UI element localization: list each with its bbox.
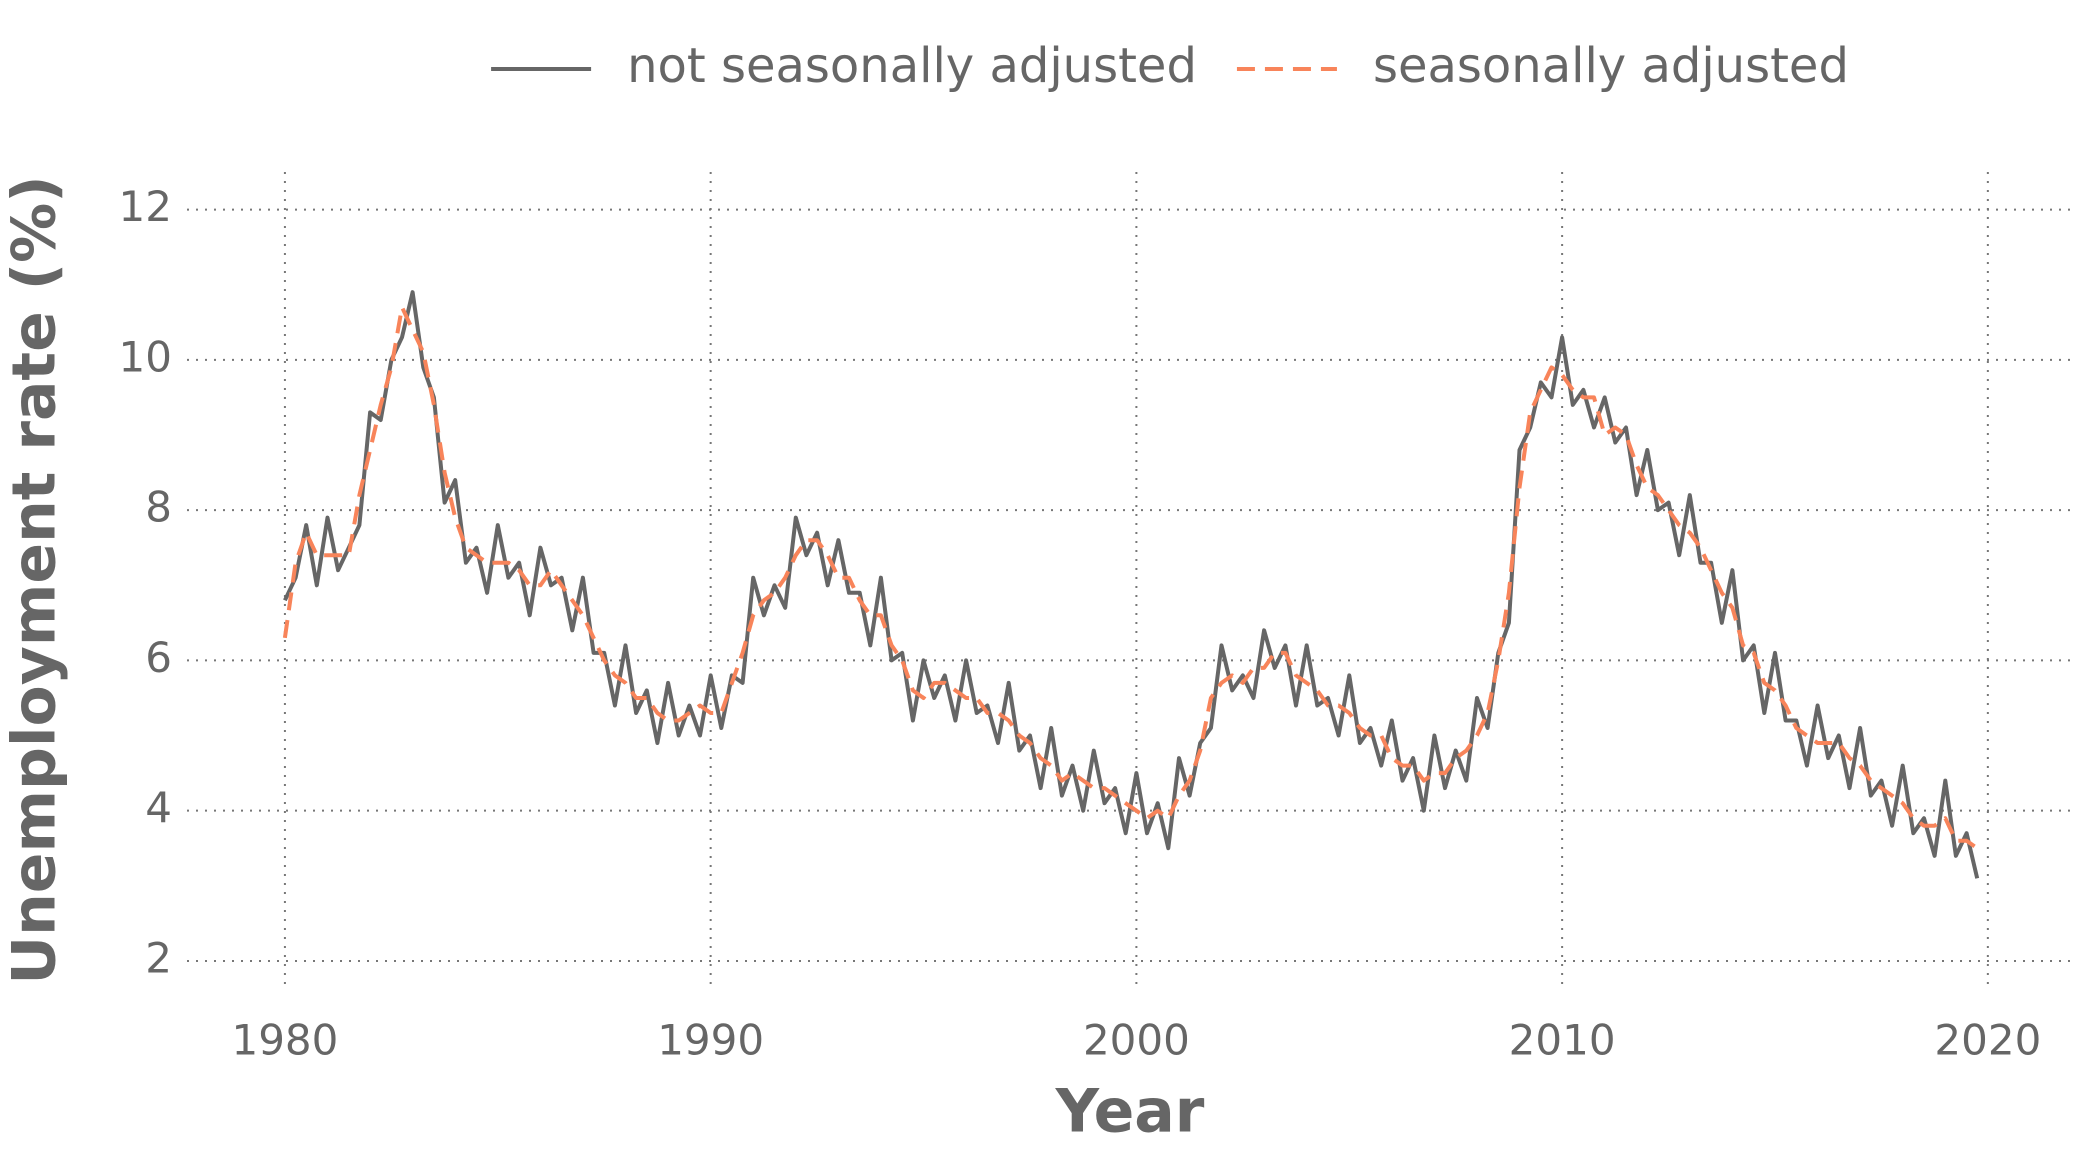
x-tick-label: 2000 (1083, 1016, 1190, 1065)
y-tick-label: 12 (119, 182, 172, 231)
legend-label: seasonally adjusted (1373, 38, 1849, 94)
x-axis-title: Year (1055, 1077, 1205, 1147)
y-tick-label: 8 (145, 483, 172, 532)
legend-label: not seasonally adjusted (627, 38, 1197, 94)
y-axis-title: Unemployment rate (%) (0, 175, 70, 984)
x-tick-label: 2010 (1509, 1016, 1616, 1065)
series-line (282, 305, 1979, 850)
series-line (283, 290, 1980, 879)
x-tick-label: 1990 (657, 1016, 764, 1065)
y-tick-label: 2 (145, 933, 172, 982)
y-tick-label: 10 (119, 332, 172, 381)
y-tick-label: 4 (145, 783, 172, 832)
x-tick-label: 1980 (231, 1016, 338, 1065)
y-tick-label: 6 (145, 633, 172, 682)
x-tick-label: 2020 (1934, 1016, 2041, 1065)
